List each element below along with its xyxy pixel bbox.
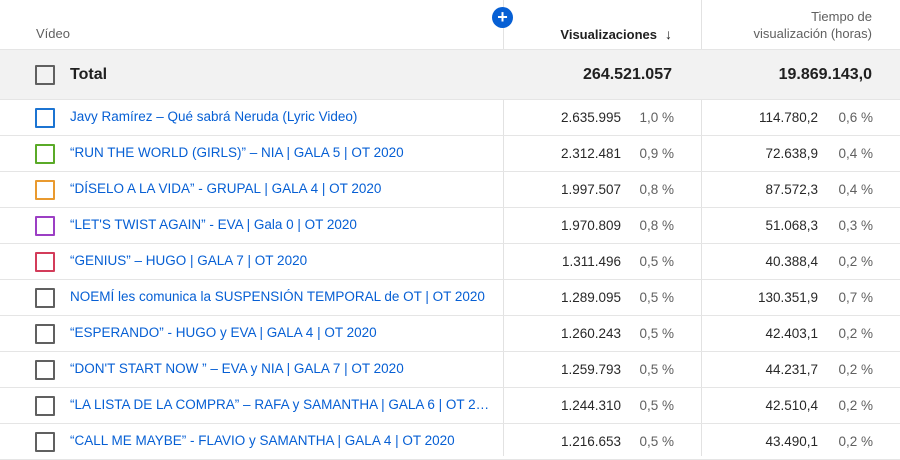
- video-title-link[interactable]: NOEMÍ les comunica la SUSPENSIÓN TEMPORA…: [70, 289, 485, 304]
- watch-time-value: 114.780,2: [758, 110, 818, 125]
- column-divider-watch: [701, 0, 702, 456]
- views-percent: 0,9 %: [639, 146, 674, 161]
- views-value: 1.259.793: [560, 362, 621, 377]
- table-row: “DON'T START NOW ” – EVA y NIA | GALA 7 …: [0, 352, 900, 388]
- watch-time-value: 42.510,4: [765, 398, 818, 413]
- row-checkbox[interactable]: [35, 396, 55, 416]
- video-title-link[interactable]: “GENIUS” – HUGO | GALA 7 | OT 2020: [70, 253, 308, 268]
- video-title-link[interactable]: “DÍSELO A LA VIDA” - GRUPAL | GALA 4 | O…: [70, 181, 382, 196]
- watch-header-line2: visualización (horas): [753, 26, 873, 41]
- column-header-watch-time[interactable]: Tiempo de visualización (horas): [672, 8, 873, 42]
- watch-time-percent: 0,4 %: [838, 146, 873, 161]
- views-value: 1.970.809: [560, 218, 621, 233]
- row-checkbox[interactable]: [35, 432, 55, 452]
- table-row: “GENIUS” – HUGO | GALA 7 | OT 2020 1.311…: [0, 244, 900, 280]
- plus-icon: +: [497, 6, 508, 27]
- table-row: “ESPERANDO” - HUGO y EVA | GALA 4 | OT 2…: [0, 316, 900, 352]
- table-row: “CALL ME MAYBE” - FLAVIO y SAMANTHA | GA…: [0, 424, 900, 460]
- column-header-views[interactable]: Visualizaciones ↓: [560, 26, 672, 42]
- views-value: 2.312.481: [560, 146, 621, 161]
- video-rows: Javy Ramírez – Qué sabrá Neruda (Lyric V…: [0, 100, 900, 460]
- watch-time-percent: 0,7 %: [838, 290, 873, 305]
- video-title-link[interactable]: Javy Ramírez – Qué sabrá Neruda (Lyric V…: [70, 109, 358, 124]
- column-header-video: Vídeo: [36, 26, 70, 41]
- row-checkbox[interactable]: [35, 324, 55, 344]
- row-checkbox[interactable]: [35, 108, 55, 128]
- total-label: Total: [70, 66, 108, 83]
- video-title-link[interactable]: “LET'S TWIST AGAIN” - EVA | Gala 0 | OT …: [70, 217, 357, 232]
- watch-time-percent: 0,2 %: [838, 434, 873, 449]
- views-percent: 0,8 %: [639, 182, 674, 197]
- column-divider-views: [503, 0, 504, 456]
- sort-arrow-down-icon: ↓: [665, 26, 672, 42]
- row-checkbox[interactable]: [35, 288, 55, 308]
- views-percent: 0,5 %: [639, 362, 674, 377]
- watch-time-percent: 0,2 %: [838, 362, 873, 377]
- video-title-link[interactable]: “RUN THE WORLD (GIRLS)” – NIA | GALA 5 |…: [70, 145, 404, 160]
- views-value: 1.997.507: [560, 182, 621, 197]
- video-title-link[interactable]: “CALL ME MAYBE” - FLAVIO y SAMANTHA | GA…: [70, 433, 455, 448]
- views-value: 1.216.653: [560, 434, 621, 449]
- views-percent: 1,0 %: [639, 110, 674, 125]
- row-checkbox[interactable]: [35, 216, 55, 236]
- views-value: 1.244.310: [560, 398, 621, 413]
- table-row: “LA LISTA DE LA COMPRA” – RAFA y SAMANTH…: [0, 388, 900, 424]
- table-row: “LET'S TWIST AGAIN” - EVA | Gala 0 | OT …: [0, 208, 900, 244]
- video-title-link[interactable]: “DON'T START NOW ” – EVA y NIA | GALA 7 …: [70, 361, 404, 376]
- watch-time-value: 40.388,4: [765, 254, 818, 269]
- views-percent: 0,5 %: [639, 398, 674, 413]
- total-watch-time: 19.869.143,0: [778, 66, 872, 83]
- watch-time-value: 72.638,9: [765, 146, 818, 161]
- row-checkbox[interactable]: [35, 252, 55, 272]
- table-row: NOEMÍ les comunica la SUSPENSIÓN TEMPORA…: [0, 280, 900, 316]
- table-header: Vídeo + Visualizaciones ↓ Tiempo de visu…: [0, 0, 900, 50]
- views-value: 2.635.995: [560, 110, 621, 125]
- video-title-link[interactable]: “LA LISTA DE LA COMPRA” – RAFA y SAMANTH…: [70, 397, 495, 412]
- watch-time-value: 44.231,7: [765, 362, 818, 377]
- watch-time-percent: 0,2 %: [838, 326, 873, 341]
- watch-time-percent: 0,2 %: [838, 254, 873, 269]
- views-percent: 0,5 %: [639, 434, 674, 449]
- views-value: 1.311.496: [561, 254, 621, 269]
- add-metric-button[interactable]: +: [492, 7, 513, 28]
- views-percent: 0,5 %: [639, 326, 674, 341]
- total-checkbox[interactable]: [35, 65, 55, 85]
- table-row: Javy Ramírez – Qué sabrá Neruda (Lyric V…: [0, 100, 900, 136]
- watch-time-percent: 0,6 %: [838, 110, 873, 125]
- watch-header-line1: Tiempo de: [811, 9, 872, 24]
- total-row: Total 264.521.057 19.869.143,0: [0, 50, 900, 100]
- views-header-label: Visualizaciones: [560, 26, 657, 42]
- table-row: “DÍSELO A LA VIDA” - GRUPAL | GALA 4 | O…: [0, 172, 900, 208]
- watch-time-value: 130.351,9: [757, 290, 818, 305]
- views-value: 1.260.243: [560, 326, 621, 341]
- watch-time-value: 43.490,1: [765, 434, 818, 449]
- watch-time-value: 51.068,3: [765, 218, 818, 233]
- table-row: “RUN THE WORLD (GIRLS)” – NIA | GALA 5 |…: [0, 136, 900, 172]
- views-value: 1.289.095: [560, 290, 621, 305]
- watch-time-percent: 0,2 %: [838, 398, 873, 413]
- views-percent: 0,5 %: [639, 290, 674, 305]
- video-title-link[interactable]: “ESPERANDO” - HUGO y EVA | GALA 4 | OT 2…: [70, 325, 377, 340]
- total-views: 264.521.057: [583, 66, 672, 83]
- watch-time-percent: 0,3 %: [838, 218, 873, 233]
- watch-time-value: 42.403,1: [765, 326, 818, 341]
- row-checkbox[interactable]: [35, 360, 55, 380]
- row-checkbox[interactable]: [35, 144, 55, 164]
- watch-time-value: 87.572,3: [765, 182, 818, 197]
- views-percent: 0,5 %: [639, 254, 674, 269]
- views-percent: 0,8 %: [639, 218, 674, 233]
- row-checkbox[interactable]: [35, 180, 55, 200]
- watch-time-percent: 0,4 %: [838, 182, 873, 197]
